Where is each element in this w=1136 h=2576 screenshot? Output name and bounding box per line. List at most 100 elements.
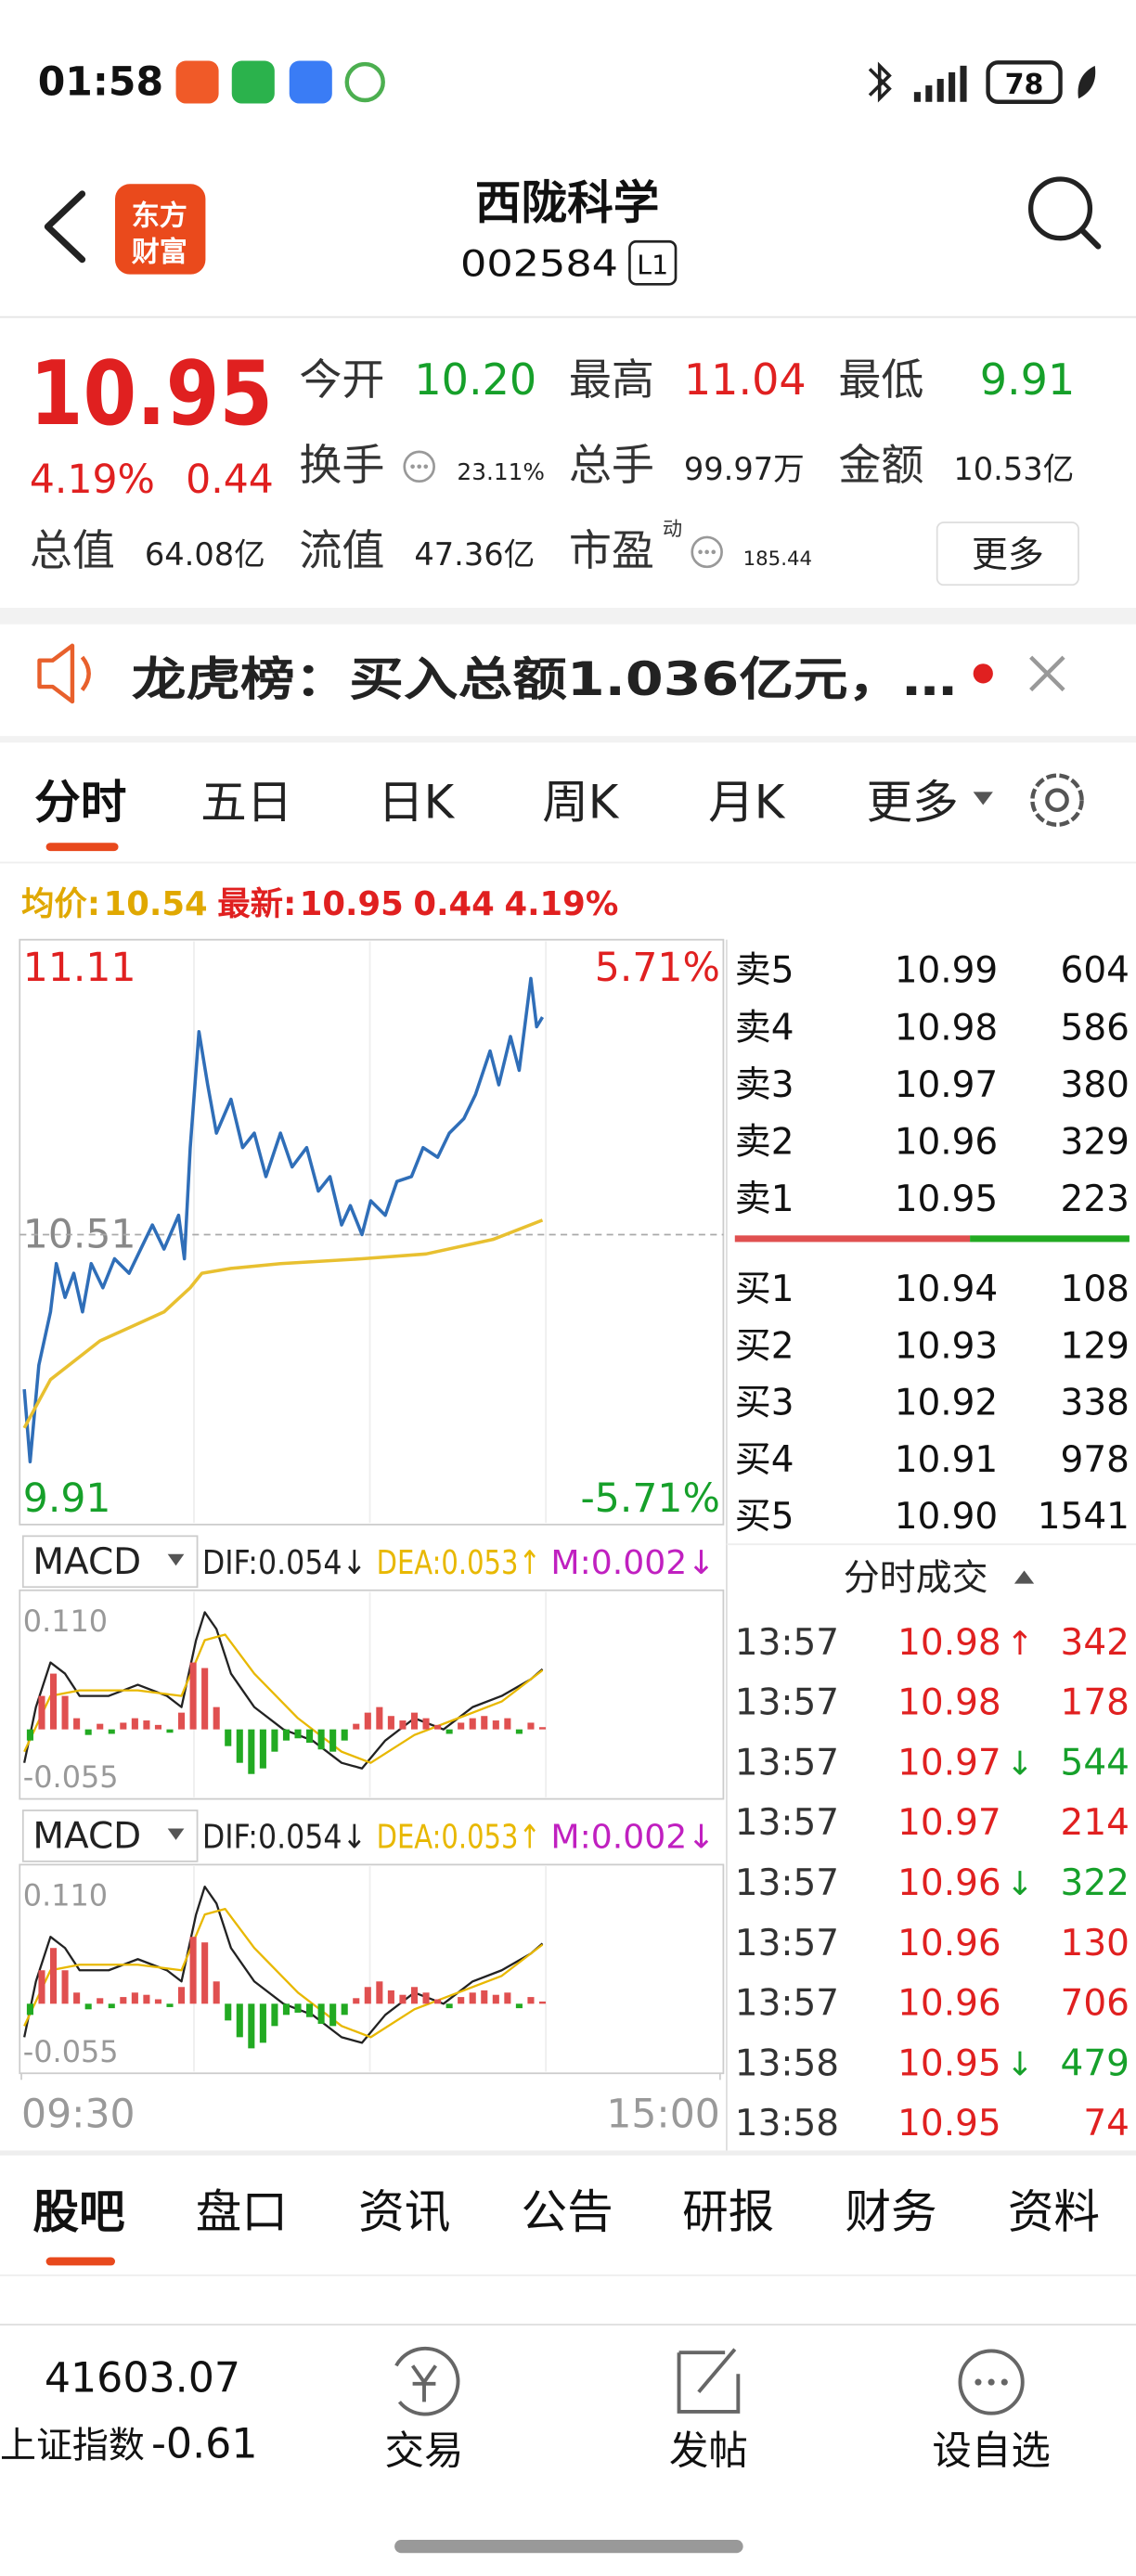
- book-price: 10.99: [895, 950, 999, 992]
- macd-bar: [445, 2003, 453, 2009]
- indicator-line: [23, 1633, 544, 1764]
- trade-volume: 342: [1061, 1622, 1130, 1664]
- action-label[interactable]: 设自选: [932, 2429, 1051, 2475]
- stat-label: 总手: [569, 440, 654, 490]
- bottom-bar: [0, 2325, 1136, 2576]
- stat-label: 金额: [838, 440, 923, 490]
- indicator-name[interactable]: MACD: [32, 1816, 141, 1858]
- macd-bar: [38, 1970, 45, 2004]
- action-label[interactable]: 交易: [384, 2429, 463, 2475]
- tab[interactable]: 更多: [866, 776, 958, 830]
- search-handle: [1078, 226, 1102, 250]
- macd-bar: [236, 2003, 243, 2038]
- trade-price: 10.96: [897, 1862, 1001, 1904]
- indicator-name[interactable]: MACD: [32, 1541, 141, 1583]
- indicator-value: DIF:0.054↓: [202, 1819, 367, 1857]
- macd-frame: [19, 1589, 725, 1800]
- logo-text: 财富: [132, 237, 187, 269]
- book-level: 卖2: [735, 1122, 794, 1164]
- action-label[interactable]: 发帖: [669, 2429, 748, 2475]
- notice-text[interactable]: 龙虎榜：买入总额1.036亿元，…: [132, 652, 957, 706]
- macd-bar: [538, 1727, 547, 1730]
- macd-bar: [201, 1942, 209, 2004]
- stat-label: 最高: [569, 354, 654, 405]
- macd-bar: [329, 2003, 337, 2027]
- macd-bar: [376, 1981, 383, 2004]
- book-level: 买3: [735, 1383, 794, 1424]
- section-tab[interactable]: 盘口: [196, 2185, 288, 2239]
- macd-bar: [259, 2003, 266, 2043]
- macd-bar: [84, 1729, 92, 1735]
- macd-bar: [422, 1718, 430, 1730]
- macd-bar: [306, 1729, 314, 1744]
- macd-bar: [481, 1990, 488, 2004]
- trade-volume: 74: [1083, 2103, 1130, 2145]
- book-volume: 586: [1061, 1007, 1130, 1049]
- macd-bar: [458, 1722, 465, 1730]
- post-icon[interactable]: [677, 2348, 741, 2414]
- section-tab[interactable]: 公告: [522, 2185, 613, 2239]
- more-button-label[interactable]: 更多: [972, 535, 1044, 576]
- section-tab[interactable]: 财务: [845, 2185, 936, 2239]
- stock-name: 西陇科学: [475, 175, 659, 229]
- book-price: 10.96: [895, 1122, 999, 1164]
- macd-bar: [201, 1668, 209, 1730]
- trade-time: 13:57: [735, 1802, 839, 1844]
- leaf-icon: [1078, 65, 1096, 99]
- section-tab[interactable]: 资料: [1008, 2185, 1100, 2239]
- macd-bar: [282, 1729, 290, 1741]
- macd-bar: [97, 1723, 104, 1730]
- watchlist-icon[interactable]: [958, 2349, 1025, 2415]
- trade-icon[interactable]: [394, 2346, 460, 2416]
- macd-bar: [294, 1729, 302, 1739]
- macd-bar: [108, 1729, 115, 1734]
- trade-direction: ↓: [1006, 2045, 1034, 2083]
- section-tab[interactable]: 研报: [682, 2185, 774, 2239]
- stat-label: 总值: [30, 525, 115, 575]
- trade-price: 10.97: [897, 1742, 1001, 1784]
- macd-bar: [469, 1718, 476, 1730]
- tab[interactable]: 月K: [708, 776, 786, 830]
- unread-dot: [973, 663, 993, 684]
- trade-time: 13:57: [735, 1862, 839, 1904]
- tab[interactable]: 日K: [378, 776, 456, 830]
- summary-item: 均价:: [21, 885, 100, 923]
- macd-bar: [131, 1992, 138, 2004]
- trade-time: 13:57: [735, 1742, 839, 1784]
- book-volume: 380: [1061, 1064, 1130, 1106]
- search-button[interactable]: [1027, 176, 1093, 241]
- book-price: 10.97: [895, 1064, 999, 1106]
- tab[interactable]: 五日: [200, 776, 292, 830]
- section-tab[interactable]: 资讯: [358, 2185, 450, 2239]
- indicator-selector[interactable]: [21, 1810, 199, 1862]
- indicator-value: M:0.002↓: [550, 1544, 715, 1582]
- level-badge: [628, 239, 678, 286]
- macd-bar: [213, 1707, 220, 1730]
- indicator-selector[interactable]: [21, 1535, 199, 1589]
- trade-price: 10.95: [897, 2103, 1001, 2145]
- macd-bar: [492, 1994, 499, 2004]
- close-button[interactable]: [1029, 655, 1065, 692]
- settings-button[interactable]: [1030, 773, 1084, 827]
- info-icon[interactable]: [403, 450, 723, 569]
- back-button[interactable]: [44, 190, 86, 264]
- tab[interactable]: 分时: [34, 776, 126, 830]
- indicator-line: [23, 1611, 544, 1770]
- macd-bar: [282, 2003, 290, 2016]
- section-tab[interactable]: 股吧: [32, 2185, 124, 2239]
- signal-icon: [913, 65, 967, 102]
- tab[interactable]: 周K: [542, 776, 620, 830]
- macd-bar: [248, 1729, 255, 1774]
- indicator-line: [23, 1885, 544, 2044]
- trades-title[interactable]: 分时成交: [844, 1558, 988, 1600]
- change: 0.44: [186, 457, 274, 503]
- trade-price: 10.96: [897, 1923, 1001, 1964]
- logo-text: 东方: [132, 200, 187, 233]
- macd-bar: [434, 1999, 442, 2004]
- trade-time: 13:57: [735, 1983, 839, 2025]
- y-tick-label: 11.11: [23, 946, 136, 991]
- stat-value: 185.44: [743, 547, 812, 571]
- more-button[interactable]: [936, 522, 1079, 586]
- stat-label: 换手: [299, 440, 384, 490]
